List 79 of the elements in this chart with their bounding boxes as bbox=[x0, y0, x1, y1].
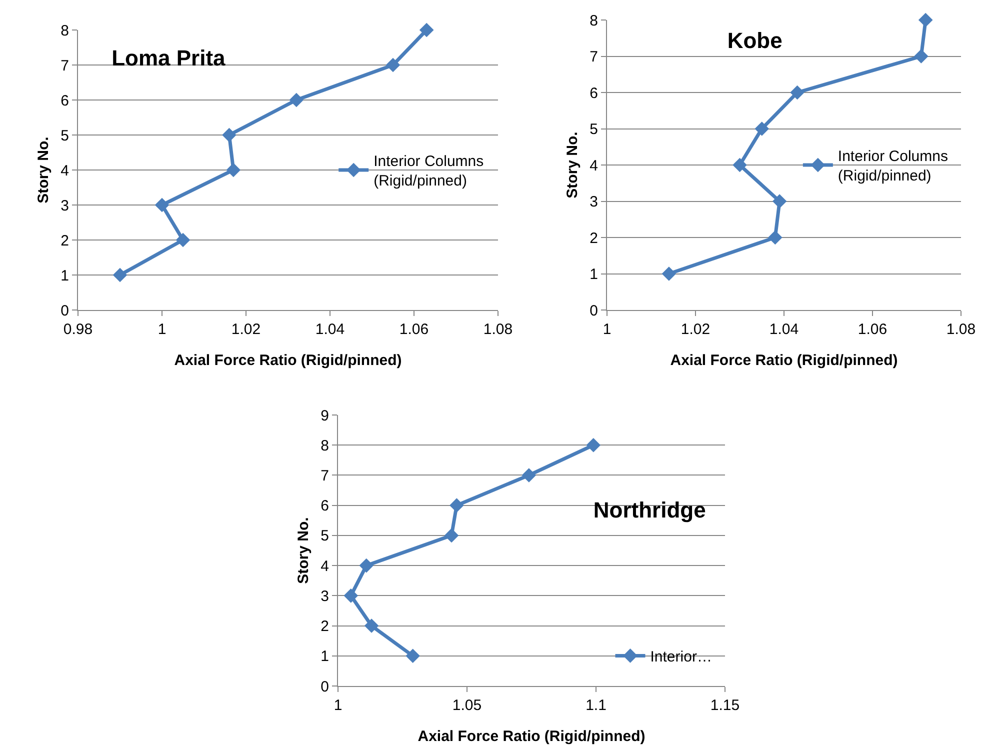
legend-label: Interior… bbox=[650, 648, 712, 666]
y-tick-label: 6 bbox=[60, 92, 69, 110]
point bbox=[914, 49, 928, 64]
y-tick-label: 2 bbox=[320, 618, 329, 636]
x-tick-label: 1.05 bbox=[452, 697, 482, 714]
point bbox=[112, 268, 128, 282]
text: Northridge bbox=[593, 498, 706, 523]
chart-title: Kobe bbox=[727, 28, 782, 53]
y-tick-label: 6 bbox=[590, 84, 598, 102]
y-tick-label: 0 bbox=[60, 302, 69, 320]
y-tick-label: 4 bbox=[320, 558, 329, 575]
y-axis-title: Story No. bbox=[564, 132, 581, 198]
point bbox=[772, 194, 787, 208]
y-tick-label: 8 bbox=[320, 437, 329, 454]
point bbox=[522, 468, 536, 482]
y-tick-label: 5 bbox=[60, 127, 69, 144]
x-tick-label: 1.15 bbox=[710, 697, 740, 714]
y-tick-label: 3 bbox=[60, 197, 69, 214]
y-tick-label: 8 bbox=[60, 22, 69, 40]
x-axis-title: Axial Force Ratio (Rigid/pinned) bbox=[418, 728, 646, 745]
x-tick-label: 1.06 bbox=[399, 321, 429, 338]
y-tick-label: 4 bbox=[590, 157, 598, 174]
y-tick-label: 7 bbox=[320, 467, 329, 484]
point bbox=[386, 58, 400, 72]
point bbox=[364, 618, 379, 633]
point bbox=[419, 22, 434, 38]
y-tick-label: 1 bbox=[320, 648, 329, 666]
point bbox=[790, 85, 804, 100]
point bbox=[359, 558, 374, 573]
x-tick-label: 1 bbox=[334, 697, 342, 714]
point bbox=[222, 128, 236, 142]
point bbox=[289, 92, 304, 108]
x-tick-label: 1.02 bbox=[680, 321, 710, 338]
point bbox=[768, 230, 782, 245]
point bbox=[732, 158, 747, 172]
legend-label: Interior Columns (Rigid/pinned) bbox=[838, 148, 948, 185]
point bbox=[226, 162, 241, 178]
point bbox=[450, 498, 464, 512]
y-tick-label: 7 bbox=[590, 48, 598, 66]
point bbox=[662, 266, 676, 281]
y-tick-label: 0 bbox=[590, 302, 598, 320]
point bbox=[918, 12, 933, 28]
x-tick-label: 1.04 bbox=[315, 321, 345, 338]
point bbox=[586, 438, 601, 452]
point bbox=[754, 122, 770, 136]
y-tick-label: 9 bbox=[320, 407, 329, 424]
x-tick-label: 1.08 bbox=[946, 321, 976, 338]
x-tick-label: 1 bbox=[158, 321, 166, 338]
y-tick-label: 3 bbox=[320, 588, 329, 605]
point bbox=[444, 528, 459, 543]
y-tick-label: 2 bbox=[590, 230, 598, 247]
y-tick-label: 0 bbox=[320, 678, 329, 696]
point bbox=[344, 588, 358, 603]
x-tick-label: 0.98 bbox=[63, 321, 93, 338]
x-tick-label: 1.08 bbox=[483, 321, 513, 338]
y-axis-title: Story No. bbox=[34, 136, 52, 204]
y-tick-label: 5 bbox=[590, 121, 598, 138]
y-tick-label: 4 bbox=[60, 162, 69, 180]
y-tick-label: 6 bbox=[320, 498, 329, 515]
y-axis-title: Story No. bbox=[294, 517, 312, 584]
point bbox=[406, 648, 420, 664]
point bbox=[154, 198, 170, 212]
x-axis-title: Axial Force Ratio (Rigid/pinned) bbox=[670, 352, 898, 369]
text: Loma Prita bbox=[112, 46, 226, 71]
x-axis-title: Axial Force Ratio (Rigid/pinned) bbox=[174, 352, 402, 369]
x-tick-label: 1.02 bbox=[231, 321, 261, 338]
y-tick-label: 5 bbox=[320, 528, 329, 545]
y-tick-label: 3 bbox=[590, 194, 598, 210]
legend-label: Interior Columns (Rigid/pinned) bbox=[374, 153, 484, 190]
y-tick-label: 1 bbox=[590, 266, 598, 283]
x-tick-label: 1.06 bbox=[858, 321, 888, 338]
y-tick-label: 1 bbox=[60, 267, 69, 284]
x-tick-label: 1.04 bbox=[769, 321, 799, 338]
y-tick-label: 2 bbox=[60, 232, 69, 250]
y-tick-label: 8 bbox=[590, 12, 598, 30]
y-tick-label: 7 bbox=[60, 57, 69, 74]
x-tick-label: 1.1 bbox=[586, 697, 606, 714]
point bbox=[176, 232, 190, 248]
x-tick-label: 1 bbox=[602, 321, 612, 338]
